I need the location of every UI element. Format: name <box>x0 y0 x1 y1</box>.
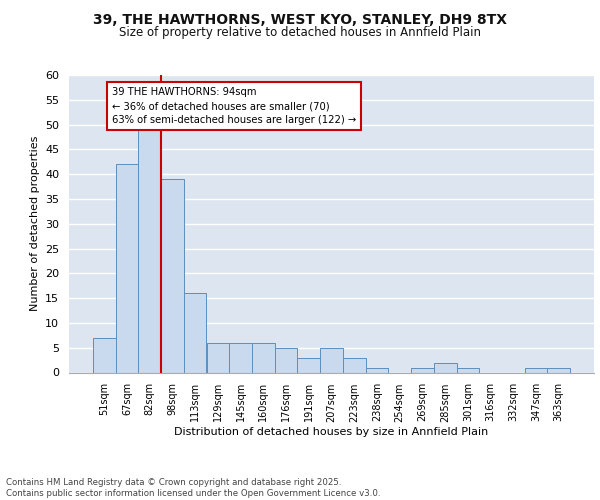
Bar <box>229 343 252 372</box>
Text: 39, THE HAWTHORNS, WEST KYO, STANLEY, DH9 8TX: 39, THE HAWTHORNS, WEST KYO, STANLEY, DH… <box>93 12 507 26</box>
Bar <box>320 348 343 372</box>
Bar <box>434 362 457 372</box>
Bar <box>365 368 388 372</box>
Bar <box>547 368 570 372</box>
Bar <box>524 368 547 372</box>
Bar <box>161 179 184 372</box>
Bar <box>252 343 275 372</box>
Bar <box>93 338 116 372</box>
Text: Contains HM Land Registry data © Crown copyright and database right 2025.
Contai: Contains HM Land Registry data © Crown c… <box>6 478 380 498</box>
Bar <box>298 358 320 372</box>
Bar <box>206 343 229 372</box>
Bar <box>343 358 365 372</box>
Text: Size of property relative to detached houses in Annfield Plain: Size of property relative to detached ho… <box>119 26 481 39</box>
X-axis label: Distribution of detached houses by size in Annfield Plain: Distribution of detached houses by size … <box>175 427 488 437</box>
Bar <box>139 124 161 372</box>
Bar <box>457 368 479 372</box>
Bar <box>275 348 298 372</box>
Bar <box>116 164 139 372</box>
Y-axis label: Number of detached properties: Number of detached properties <box>29 136 40 312</box>
Text: 39 THE HAWTHORNS: 94sqm
← 36% of detached houses are smaller (70)
63% of semi-de: 39 THE HAWTHORNS: 94sqm ← 36% of detache… <box>112 88 356 126</box>
Bar <box>411 368 434 372</box>
Bar <box>184 293 206 372</box>
